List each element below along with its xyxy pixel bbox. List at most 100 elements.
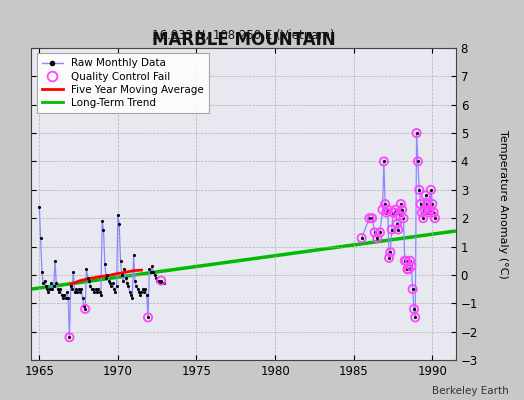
- Point: [427, 187, 435, 193]
- Point: [382, 209, 390, 216]
- Point: [73, 289, 82, 295]
- Point: [113, 283, 121, 290]
- Point: [378, 206, 387, 213]
- Point: [406, 258, 414, 264]
- Point: [117, 272, 126, 278]
- Point: [66, 334, 74, 340]
- Point: [429, 209, 438, 216]
- Point: [102, 274, 110, 281]
- Point: [94, 286, 102, 292]
- Point: [365, 215, 374, 221]
- Point: [154, 277, 162, 284]
- Point: [77, 286, 85, 292]
- Point: [42, 283, 50, 290]
- Point: [145, 266, 154, 272]
- Point: [157, 277, 165, 284]
- Point: [152, 274, 160, 281]
- Point: [150, 272, 159, 278]
- Point: [431, 215, 439, 221]
- Point: [415, 187, 423, 193]
- Point: [95, 289, 104, 295]
- Point: [392, 221, 401, 227]
- Point: [431, 215, 439, 221]
- Point: [419, 215, 428, 221]
- Point: [146, 269, 155, 275]
- Point: [357, 235, 366, 241]
- Point: [144, 314, 152, 321]
- Point: [56, 286, 64, 292]
- Point: [424, 209, 432, 216]
- Point: [428, 201, 436, 207]
- Point: [421, 192, 430, 199]
- Point: [115, 221, 123, 227]
- Point: [381, 201, 389, 207]
- Point: [410, 306, 418, 312]
- Point: [386, 249, 395, 256]
- Point: [36, 235, 45, 241]
- Point: [127, 292, 135, 298]
- Point: [66, 334, 74, 340]
- Point: [123, 280, 131, 287]
- Point: [411, 314, 420, 321]
- Point: [44, 289, 52, 295]
- Point: [427, 187, 435, 193]
- Point: [389, 209, 397, 216]
- Point: [141, 286, 149, 292]
- Point: [365, 215, 374, 221]
- Point: [407, 263, 416, 270]
- Point: [83, 274, 92, 281]
- Point: [386, 249, 395, 256]
- Legend: Raw Monthly Data, Quality Control Fail, Five Year Moving Average, Long-Term Tren: Raw Monthly Data, Quality Control Fail, …: [37, 53, 209, 113]
- Point: [391, 206, 400, 213]
- Point: [121, 266, 129, 272]
- Point: [47, 280, 55, 287]
- Point: [429, 209, 438, 216]
- Point: [68, 286, 76, 292]
- Point: [70, 289, 79, 295]
- Point: [376, 229, 384, 236]
- Point: [370, 229, 379, 236]
- Point: [51, 258, 59, 264]
- Point: [380, 158, 388, 165]
- Point: [158, 280, 167, 287]
- Point: [384, 206, 392, 213]
- Point: [138, 286, 147, 292]
- Point: [394, 226, 402, 233]
- Point: [394, 226, 402, 233]
- Point: [144, 314, 152, 321]
- Point: [388, 226, 396, 233]
- Point: [52, 280, 60, 287]
- Point: [403, 266, 412, 272]
- Y-axis label: Temperature Anomaly (°C): Temperature Anomaly (°C): [498, 130, 508, 278]
- Point: [81, 306, 90, 312]
- Point: [39, 280, 47, 287]
- Point: [143, 292, 151, 298]
- Point: [98, 218, 106, 224]
- Point: [129, 252, 138, 258]
- Point: [38, 269, 46, 275]
- Point: [400, 258, 409, 264]
- Point: [156, 280, 164, 287]
- Point: [116, 258, 125, 264]
- Text: 16.033 N, 108.250 E (Vietnam): 16.033 N, 108.250 E (Vietnam): [152, 29, 335, 42]
- Point: [424, 209, 432, 216]
- Point: [40, 277, 49, 284]
- Point: [91, 286, 100, 292]
- Point: [368, 215, 376, 221]
- Point: [149, 269, 157, 275]
- Point: [368, 215, 376, 221]
- Point: [135, 289, 143, 295]
- Point: [62, 289, 71, 295]
- Point: [380, 158, 388, 165]
- Point: [119, 277, 127, 284]
- Point: [399, 215, 408, 221]
- Point: [50, 283, 58, 290]
- Point: [64, 294, 72, 301]
- Point: [397, 201, 405, 207]
- Point: [59, 294, 67, 301]
- Point: [81, 306, 90, 312]
- Point: [124, 283, 133, 290]
- Point: [420, 206, 429, 213]
- Point: [420, 206, 429, 213]
- Point: [90, 289, 99, 295]
